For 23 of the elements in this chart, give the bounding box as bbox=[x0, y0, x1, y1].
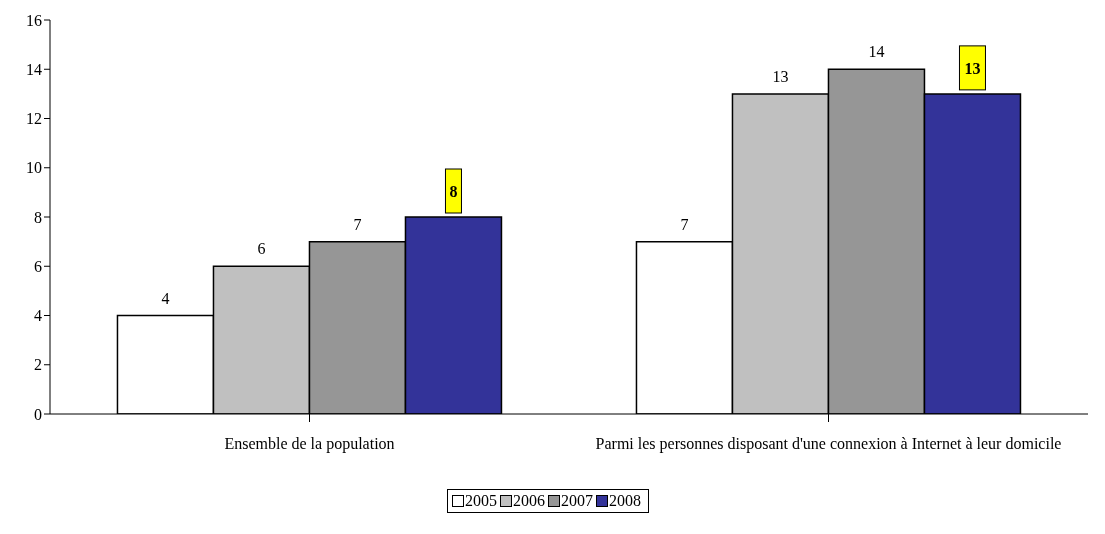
y-tick-label: 4 bbox=[34, 307, 42, 325]
x-tick-label: Ensemble de la population bbox=[224, 435, 395, 454]
y-tick-label: 2 bbox=[34, 356, 42, 374]
y-tick-label: 16 bbox=[26, 11, 42, 29]
y-tick-label: 6 bbox=[34, 257, 42, 275]
y-tick-label: 12 bbox=[26, 110, 42, 128]
legend-label: 2006 bbox=[512, 492, 545, 510]
data-label: 6 bbox=[257, 240, 266, 258]
data-label: 14 bbox=[868, 43, 885, 61]
y-tick-label: 14 bbox=[26, 60, 42, 78]
legend-label: 2005 bbox=[464, 492, 497, 510]
data-label: 8 bbox=[449, 183, 458, 200]
data-label: 4 bbox=[161, 289, 170, 307]
x-tick-label: Parmi les personnes disposant d'une connexion à Internet à leur domicile bbox=[595, 435, 1062, 454]
data-label: 13 bbox=[964, 59, 981, 77]
data-label: 7 bbox=[353, 215, 362, 233]
y-tick-label: 0 bbox=[34, 405, 42, 423]
data-label: 13 bbox=[772, 67, 789, 85]
legend-label: 2008 bbox=[608, 492, 641, 510]
y-tick-label: 10 bbox=[26, 159, 42, 177]
y-tick-label: 8 bbox=[34, 208, 42, 226]
data-label: 7 bbox=[680, 215, 689, 233]
legend-label: 2007 bbox=[560, 492, 593, 510]
